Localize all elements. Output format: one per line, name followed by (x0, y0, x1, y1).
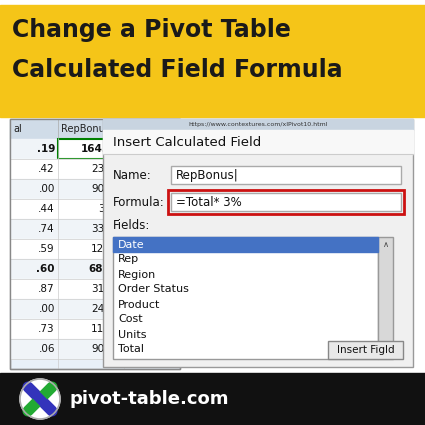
Text: =Total* 3%: =Total* 3% (176, 196, 242, 209)
Text: Total: Total (118, 345, 144, 354)
Text: Product: Product (118, 300, 160, 309)
Bar (0, 5, 425, 117)
Text: .74: .74 (38, 224, 55, 234)
Bar (103, 119, 413, 130)
Text: .59: .59 (38, 244, 55, 254)
Bar (10, 119, 180, 139)
Text: 68.03: 68.03 (88, 264, 121, 274)
Bar (10, 119, 180, 369)
Bar (10, 179, 180, 199)
Text: .06: .06 (39, 344, 55, 354)
Bar (0, 0, 425, 5)
Text: 23.65: 23.65 (91, 164, 121, 174)
Text: Change a Pivot Table: Change a Pivot Table (12, 18, 291, 42)
Text: Name:: Name: (113, 168, 152, 181)
Text: .87: .87 (38, 284, 55, 294)
Text: Order Status: Order Status (118, 284, 189, 295)
Bar (378, 237, 393, 359)
Text: Fields:: Fields: (113, 218, 150, 232)
Bar (10, 199, 180, 219)
Text: .00: .00 (39, 184, 55, 194)
Text: Cost: Cost (118, 314, 143, 325)
Text: Bo: Bo (127, 124, 140, 134)
Bar (10, 259, 180, 279)
Text: Rep: Rep (118, 255, 139, 264)
Bar (0, 373, 425, 425)
Bar (171, 166, 401, 184)
Text: Date: Date (118, 240, 144, 249)
Bar (10, 319, 180, 339)
Text: Formula:: Formula: (113, 196, 165, 209)
Bar (113, 237, 378, 359)
Text: .19: .19 (37, 144, 55, 154)
Text: .44: .44 (38, 204, 55, 214)
Bar (10, 339, 180, 359)
Text: 164.23: 164.23 (81, 144, 121, 154)
Circle shape (20, 379, 60, 419)
Bar (10, 239, 180, 259)
Text: Units: Units (118, 329, 147, 340)
Bar (10, 279, 180, 299)
Text: 3.34: 3.34 (98, 204, 121, 214)
Bar (103, 130, 413, 154)
Text: pivot-table.com: pivot-table.com (70, 390, 230, 408)
Text: .00: .00 (39, 304, 55, 314)
Text: 33.83: 33.83 (91, 224, 121, 234)
Bar (10, 139, 180, 159)
Text: RepBonus: RepBonus (61, 124, 110, 134)
Text: ∨: ∨ (382, 348, 388, 357)
Text: Insert Figld: Insert Figld (337, 345, 394, 355)
Text: RepBonus|: RepBonus| (176, 168, 239, 181)
Text: Insert Calculated Field: Insert Calculated Field (113, 136, 261, 148)
Text: ∧: ∧ (382, 240, 388, 249)
Text: Region: Region (118, 269, 156, 280)
Text: al: al (13, 124, 22, 134)
Bar (328, 341, 403, 359)
Text: 11.39: 11.39 (91, 324, 121, 334)
Text: 90.75: 90.75 (91, 184, 121, 194)
Text: 24.75: 24.75 (91, 304, 121, 314)
Bar (10, 219, 180, 239)
Bar (171, 193, 401, 211)
Text: Calculated Field Formula: Calculated Field Formula (12, 58, 343, 82)
Bar (10, 159, 180, 179)
Bar (10, 299, 180, 319)
Bar (168, 190, 404, 214)
Bar (103, 119, 413, 367)
Text: .42: .42 (38, 164, 55, 174)
Bar (10, 119, 180, 369)
Text: 12.65: 12.65 (91, 244, 121, 254)
Text: https://www.contextures.com/xlPivot10.html: https://www.contextures.com/xlPivot10.ht… (188, 122, 328, 127)
Text: 90.75: 90.75 (91, 344, 121, 354)
Bar (58, 139, 124, 159)
Text: 1: 1 (142, 144, 149, 154)
Text: .60: .60 (37, 264, 55, 274)
Text: 31.89: 31.89 (91, 284, 121, 294)
Bar (113, 237, 378, 252)
Text: .73: .73 (38, 324, 55, 334)
